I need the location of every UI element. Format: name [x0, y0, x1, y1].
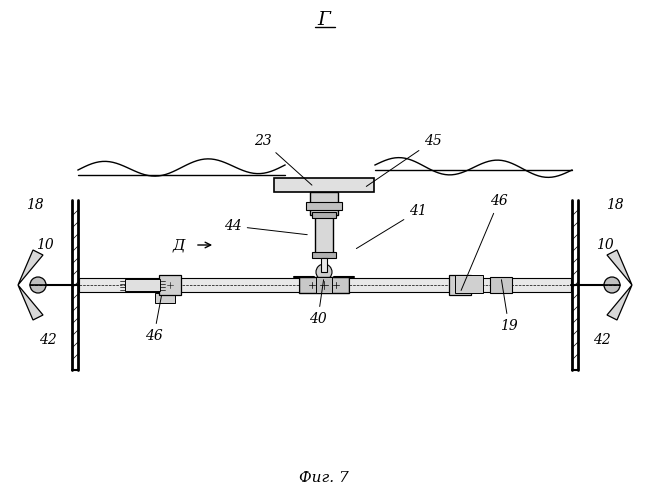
Bar [125, 279, 160, 291]
Text: 19: 19 [500, 280, 518, 333]
Text: Г: Г [317, 11, 330, 29]
Polygon shape [155, 293, 175, 303]
Bar [312, 252, 336, 258]
Bar [310, 192, 338, 215]
Bar [490, 277, 512, 293]
Bar [315, 215, 333, 255]
Text: 10: 10 [596, 238, 614, 252]
Text: 45: 45 [366, 134, 442, 186]
Text: 46: 46 [145, 296, 163, 343]
Text: 42: 42 [39, 333, 57, 347]
Text: Фиг. 7: Фиг. 7 [299, 471, 349, 485]
Polygon shape [607, 285, 632, 320]
Bar [79, 278, 299, 292]
Text: 42: 42 [593, 333, 611, 347]
Bar [349, 278, 571, 292]
Circle shape [30, 277, 46, 293]
Circle shape [604, 277, 620, 293]
Text: 46: 46 [461, 194, 508, 290]
Bar [316, 277, 332, 293]
Polygon shape [18, 250, 43, 285]
Text: 23: 23 [254, 134, 312, 185]
Text: 18: 18 [606, 198, 624, 212]
Bar [299, 277, 349, 293]
Bar [274, 178, 374, 192]
Text: 41: 41 [356, 204, 427, 248]
Bar [455, 275, 483, 293]
Bar [306, 202, 342, 210]
Circle shape [316, 264, 332, 280]
Bar [449, 275, 471, 295]
Polygon shape [18, 285, 43, 320]
Text: 44: 44 [224, 219, 307, 234]
Polygon shape [607, 250, 632, 285]
Bar [321, 258, 327, 272]
Bar [312, 212, 336, 218]
Text: 18: 18 [26, 198, 44, 212]
Bar [159, 275, 181, 295]
Text: 10: 10 [36, 238, 54, 252]
Text: Д: Д [173, 238, 185, 252]
Text: 40: 40 [309, 280, 326, 326]
